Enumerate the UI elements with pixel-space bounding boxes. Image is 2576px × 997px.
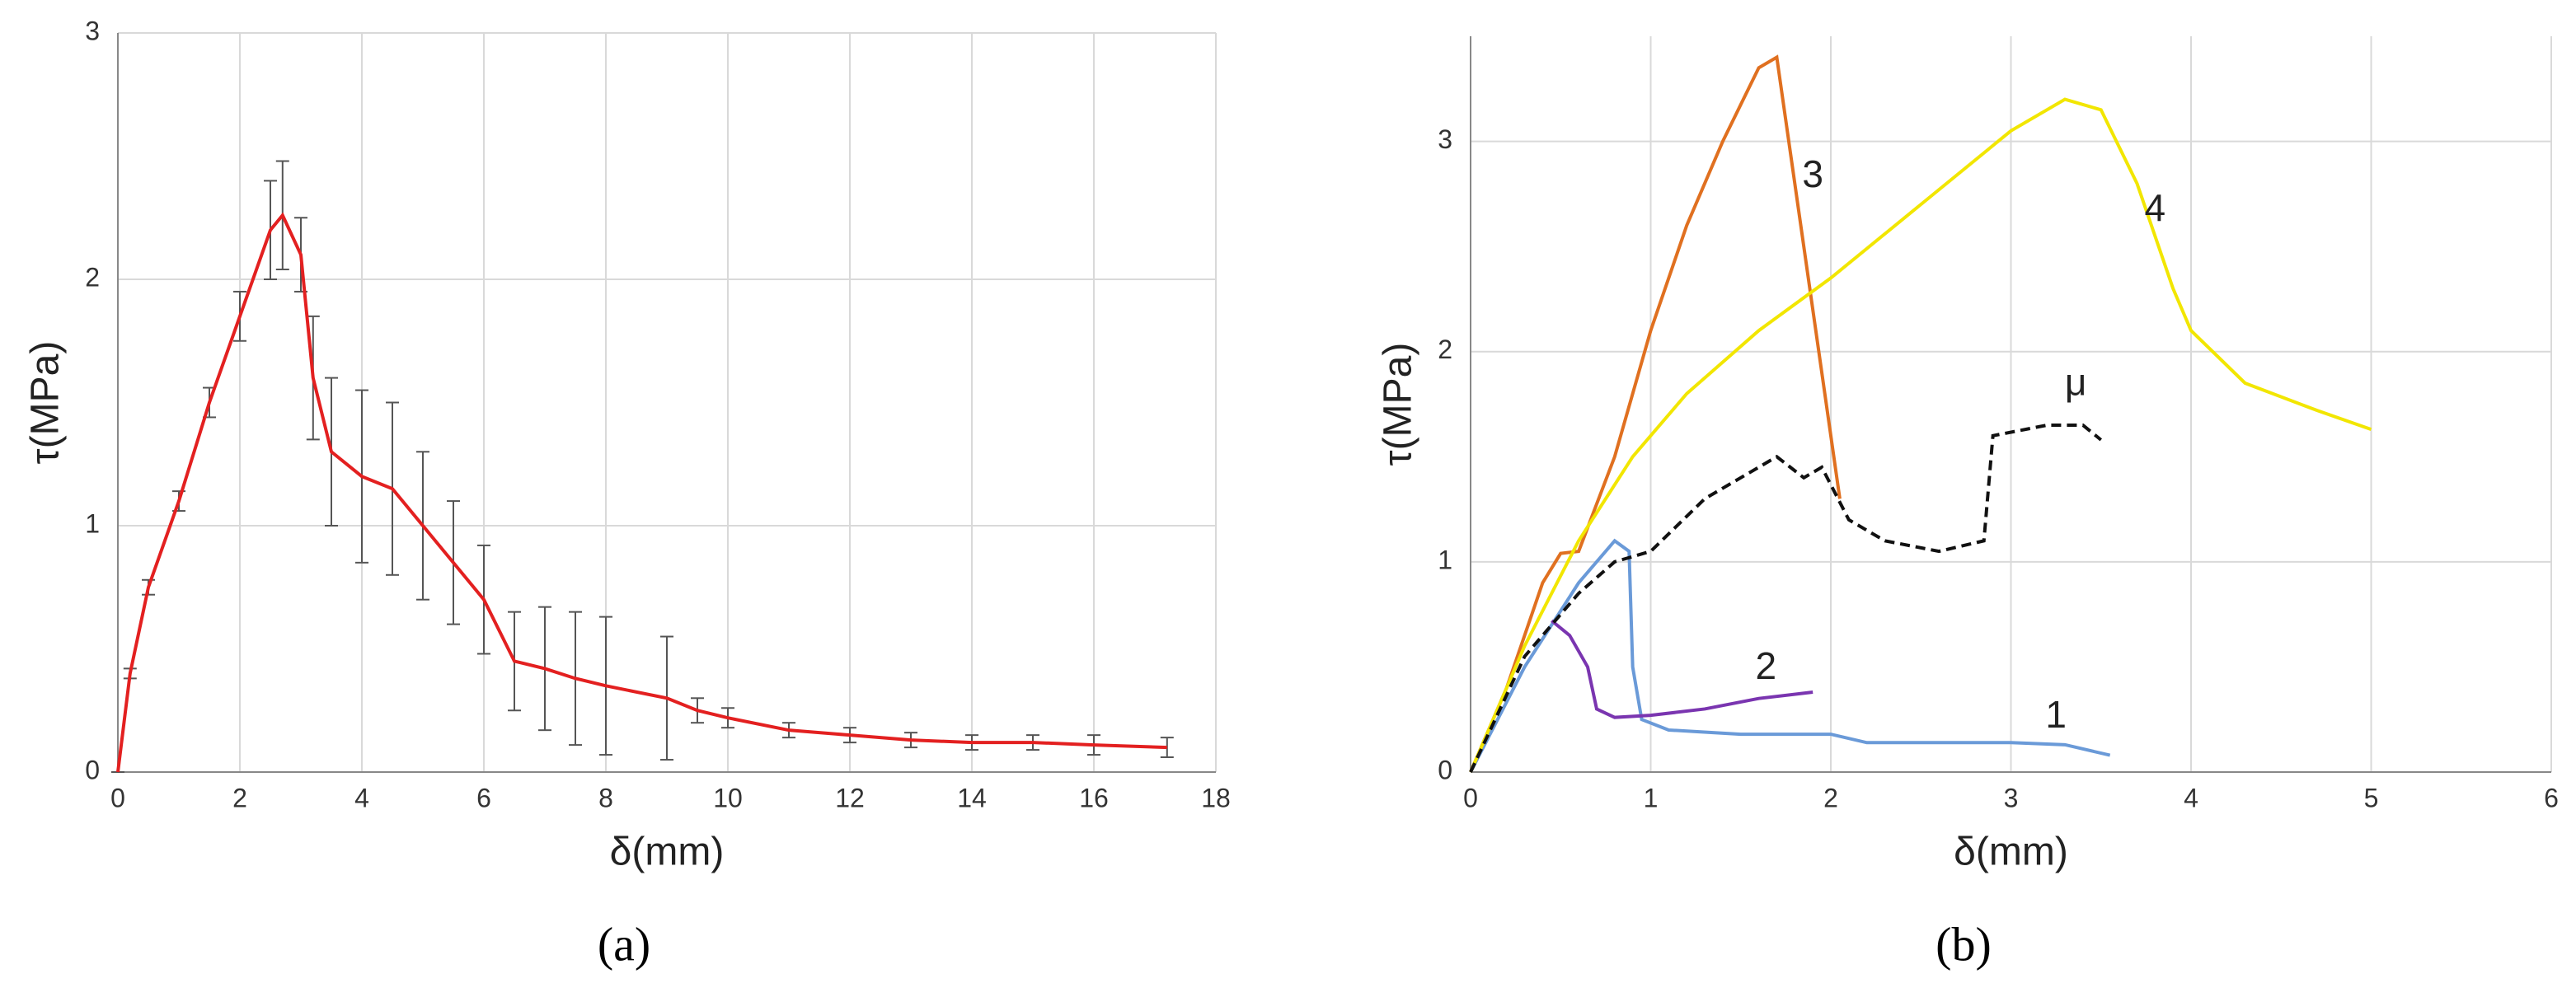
x-tick-label: 2: [1823, 783, 1838, 812]
y-tick-label: 0: [1438, 755, 1452, 784]
y-tick-label: 1: [85, 508, 100, 538]
x-tick-label: 0: [1463, 783, 1478, 812]
x-tick-label: 0: [110, 783, 125, 812]
series-line: [1551, 619, 1814, 719]
x-tick-label: 12: [835, 783, 865, 812]
y-axis-label: τ(MPa): [1377, 343, 1420, 466]
y-tick-label: 0: [85, 755, 100, 784]
y-tick-label: 2: [85, 262, 100, 292]
y-axis-label: τ(MPa): [24, 341, 68, 465]
y-tick-label: 3: [85, 16, 100, 45]
x-tick-label: 1: [1644, 783, 1659, 812]
x-axis-label: δ(mm): [610, 831, 725, 874]
x-tick-label: 5: [2364, 783, 2379, 812]
x-tick-label: 10: [713, 783, 743, 812]
series-line: [1469, 424, 2103, 773]
x-tick-label: 6: [476, 783, 491, 812]
x-tick-label: 14: [957, 783, 987, 812]
series-label: 2: [1756, 644, 1777, 687]
x-tick-label: 8: [598, 783, 613, 812]
x-tick-label: 18: [1201, 783, 1231, 812]
x-tick-label: 3: [2004, 783, 2019, 812]
series-label: 3: [1802, 152, 1823, 195]
caption: (a): [598, 917, 650, 971]
series-line: [1469, 97, 2372, 773]
x-tick-label: 4: [2184, 783, 2198, 812]
mean-line: [116, 212, 1167, 773]
x-tick-label: 4: [354, 783, 369, 812]
caption: (b): [1936, 917, 1992, 971]
x-tick-label: 16: [1079, 783, 1109, 812]
x-tick-label: 2: [232, 783, 247, 812]
x-tick-label: 6: [2544, 783, 2559, 812]
x-axis-label: δ(mm): [1954, 831, 2068, 874]
series-label: μ: [2065, 361, 2087, 404]
series-line: [1469, 538, 2111, 773]
series-line: [1469, 54, 1842, 773]
series-label: 1: [2045, 693, 2067, 736]
series-label: 4: [2145, 186, 2166, 229]
y-tick-label: 1: [1438, 545, 1452, 574]
y-tick-label: 3: [1438, 124, 1452, 154]
y-tick-label: 2: [1438, 335, 1452, 364]
